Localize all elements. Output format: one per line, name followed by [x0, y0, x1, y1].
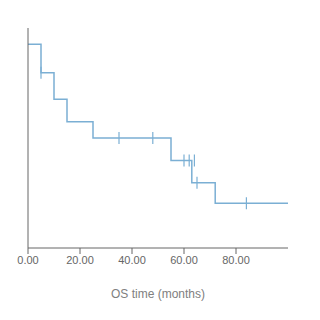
svg-text:0.00: 0.00 [17, 254, 38, 266]
svg-text:OS time (months): OS time (months) [111, 287, 205, 301]
svg-text:60.00: 60.00 [170, 254, 198, 266]
svg-text:20.00: 20.00 [66, 254, 94, 266]
svg-text:80.00: 80.00 [222, 254, 250, 266]
svg-text:40.00: 40.00 [118, 254, 146, 266]
